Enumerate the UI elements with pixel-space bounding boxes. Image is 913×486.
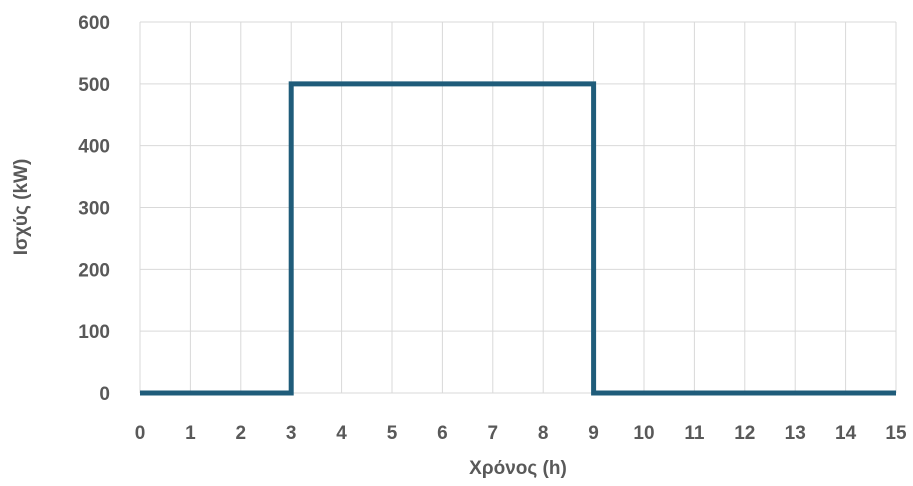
y-axis-title: Ισχύς (kW) [11, 159, 32, 256]
y-axis-ticks: 0 100 200 300 400 500 600 [78, 13, 110, 405]
x-axis-title: Χρόνος (h) [469, 458, 567, 479]
x-tick-label: 7 [488, 423, 499, 444]
x-tick-label: 5 [387, 423, 398, 444]
series-line [140, 81, 896, 396]
y-tick-label: 500 [78, 75, 110, 96]
x-tick-label: 6 [437, 423, 448, 444]
series-layer [140, 81, 896, 396]
x-tick-label: 4 [336, 423, 347, 444]
y-tick-label: 200 [78, 260, 110, 281]
y-tick-label: 0 [99, 384, 110, 405]
y-tick-label: 400 [78, 137, 110, 158]
x-tick-label: 14 [835, 423, 857, 444]
x-tick-label: 15 [885, 423, 907, 444]
grid [139, 21, 897, 394]
x-axis-ticks: 0 1 2 3 4 5 6 7 8 9 10 11 12 13 14 15 [135, 423, 907, 444]
y-tick-label: 600 [78, 13, 110, 34]
x-tick-label: 9 [588, 423, 599, 444]
x-tick-label: 3 [286, 423, 297, 444]
x-tick-label: 13 [785, 423, 806, 444]
x-tick-label: 12 [734, 423, 755, 444]
x-tick-label: 8 [538, 423, 549, 444]
x-tick-label: 10 [633, 423, 654, 444]
x-tick-label: 0 [135, 423, 146, 444]
y-tick-label: 300 [78, 199, 110, 220]
x-tick-label: 2 [236, 423, 247, 444]
y-tick-label: 100 [78, 322, 110, 343]
x-tick-label: 1 [185, 423, 196, 444]
x-tick-label: 11 [684, 423, 705, 444]
